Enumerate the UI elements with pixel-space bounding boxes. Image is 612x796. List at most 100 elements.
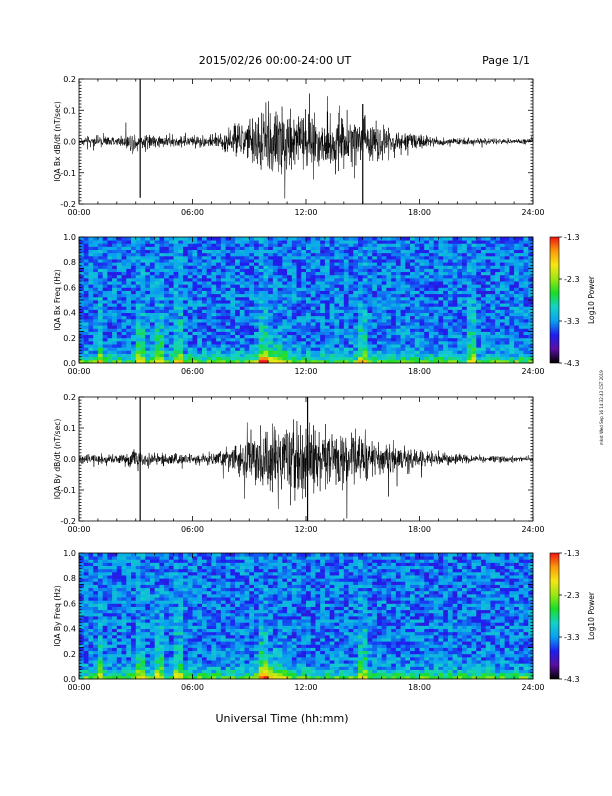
spectrogram-cell — [519, 294, 524, 298]
spectrogram-cell — [188, 243, 193, 247]
spectrogram-cell — [216, 344, 221, 348]
spectrogram-cell — [197, 291, 202, 295]
spectrogram-cell — [103, 657, 108, 661]
spectrogram-cell — [349, 657, 354, 661]
spectrogram-cell — [386, 338, 391, 342]
spectrogram-cell — [202, 291, 207, 295]
spectrogram-cell — [278, 309, 283, 313]
spectrogram-cell — [197, 262, 202, 266]
spectrogram-cell — [306, 303, 311, 307]
spectrogram-cell — [358, 309, 363, 313]
spectrogram-cell — [367, 306, 372, 310]
spectrogram-cell — [235, 354, 240, 358]
spectrogram-cell — [367, 313, 372, 317]
spectrogram-cell — [98, 256, 103, 260]
spectrogram-cell — [405, 309, 410, 313]
spectrogram-cell — [524, 269, 529, 273]
spectrogram-cell — [382, 240, 387, 244]
spectrogram-cell — [287, 660, 292, 664]
spectrogram-cell — [320, 316, 325, 320]
spectrogram-cell — [150, 262, 155, 266]
spectrogram-cell — [174, 275, 179, 279]
spectrogram-cell — [273, 335, 278, 339]
spectrogram-cell — [382, 253, 387, 257]
spectrogram-cell — [174, 259, 179, 263]
spectrogram-cell — [315, 259, 320, 263]
spectrogram-cell — [490, 660, 495, 664]
spectrogram-cell — [193, 322, 198, 326]
spectrogram-cell — [420, 350, 425, 354]
spectrogram-cell — [188, 344, 193, 348]
spectrogram-cell — [339, 303, 344, 307]
spectrogram-cell — [263, 269, 268, 273]
spectrogram-cell — [505, 350, 510, 354]
spectrogram-cell — [382, 670, 387, 674]
spectrogram-cell — [287, 291, 292, 295]
spectrogram-cell — [396, 275, 401, 279]
spectrogram-cell — [174, 240, 179, 244]
spectrogram-cell — [330, 297, 335, 301]
spectrogram-cell — [339, 335, 344, 339]
spectrogram-cell — [500, 237, 505, 241]
y-tick-label: -0.2 — [60, 200, 76, 209]
spectrogram-cell — [424, 344, 429, 348]
spectrogram-cell — [221, 272, 226, 276]
spectrogram-cell — [486, 297, 491, 301]
spectrogram-cell — [211, 341, 216, 345]
spectrogram-cell — [334, 262, 339, 266]
spectrogram-cell — [197, 269, 202, 273]
spectrogram-cell — [211, 265, 216, 269]
spectrogram-cell — [486, 291, 491, 295]
spectrogram-cell — [386, 354, 391, 358]
spectrogram-cell — [254, 357, 259, 361]
spectrogram-cell — [254, 256, 259, 260]
spectrogram-cell — [490, 673, 495, 677]
spectrogram-cell — [509, 259, 514, 263]
spectrogram-cell — [306, 660, 311, 664]
spectrogram-cell — [131, 287, 136, 291]
spectrogram-cell — [103, 322, 108, 326]
spectrogram-cell — [107, 341, 112, 345]
spectrogram-cell — [112, 253, 117, 257]
spectrogram-cell — [278, 246, 283, 250]
spectrogram-cell — [353, 281, 358, 285]
spectrogram-cell — [377, 272, 382, 276]
spectrogram-cell — [240, 332, 245, 336]
spectrogram-cell — [164, 309, 169, 313]
spectrogram-cell — [405, 275, 410, 279]
spectrogram-cell — [150, 660, 155, 664]
spectrogram-cell — [410, 269, 415, 273]
spectrogram-cell — [292, 291, 297, 295]
spectrogram-cell — [457, 309, 462, 313]
spectrogram-cell — [230, 269, 235, 273]
spectrogram-cell — [320, 325, 325, 329]
spectrogram-cell — [117, 309, 122, 313]
spectrogram-cell — [344, 657, 349, 661]
spectrogram-cell — [448, 294, 453, 298]
spectrogram-cell — [476, 350, 481, 354]
spectrogram-cell — [386, 306, 391, 310]
spectrogram-cell — [126, 272, 131, 276]
spectrogram-cell — [339, 306, 344, 310]
spectrogram-cell — [84, 287, 89, 291]
spectrogram-cell — [240, 300, 245, 304]
spectrogram-cell — [122, 666, 127, 670]
spectrogram-cell — [268, 319, 273, 323]
spectrogram-cell — [467, 256, 472, 260]
spectrogram-cell — [358, 297, 363, 301]
spectrogram-cell — [103, 250, 108, 254]
spectrogram-cell — [514, 256, 519, 260]
spectrogram-cell — [216, 291, 221, 295]
spectrogram-cell — [268, 300, 273, 304]
spectrogram-cell — [325, 663, 330, 667]
spectrogram-cell — [240, 291, 245, 295]
spectrogram-cell — [524, 300, 529, 304]
spectrogram-cell — [415, 275, 420, 279]
spectrogram-cell — [159, 262, 164, 266]
spectrogram-cell — [358, 300, 363, 304]
spectrogram-cell — [434, 354, 439, 358]
spectrogram-cell — [155, 319, 160, 323]
spectrogram-cell — [372, 272, 377, 276]
spectrogram-cell — [476, 272, 481, 276]
spectrogram-cell — [367, 316, 372, 320]
